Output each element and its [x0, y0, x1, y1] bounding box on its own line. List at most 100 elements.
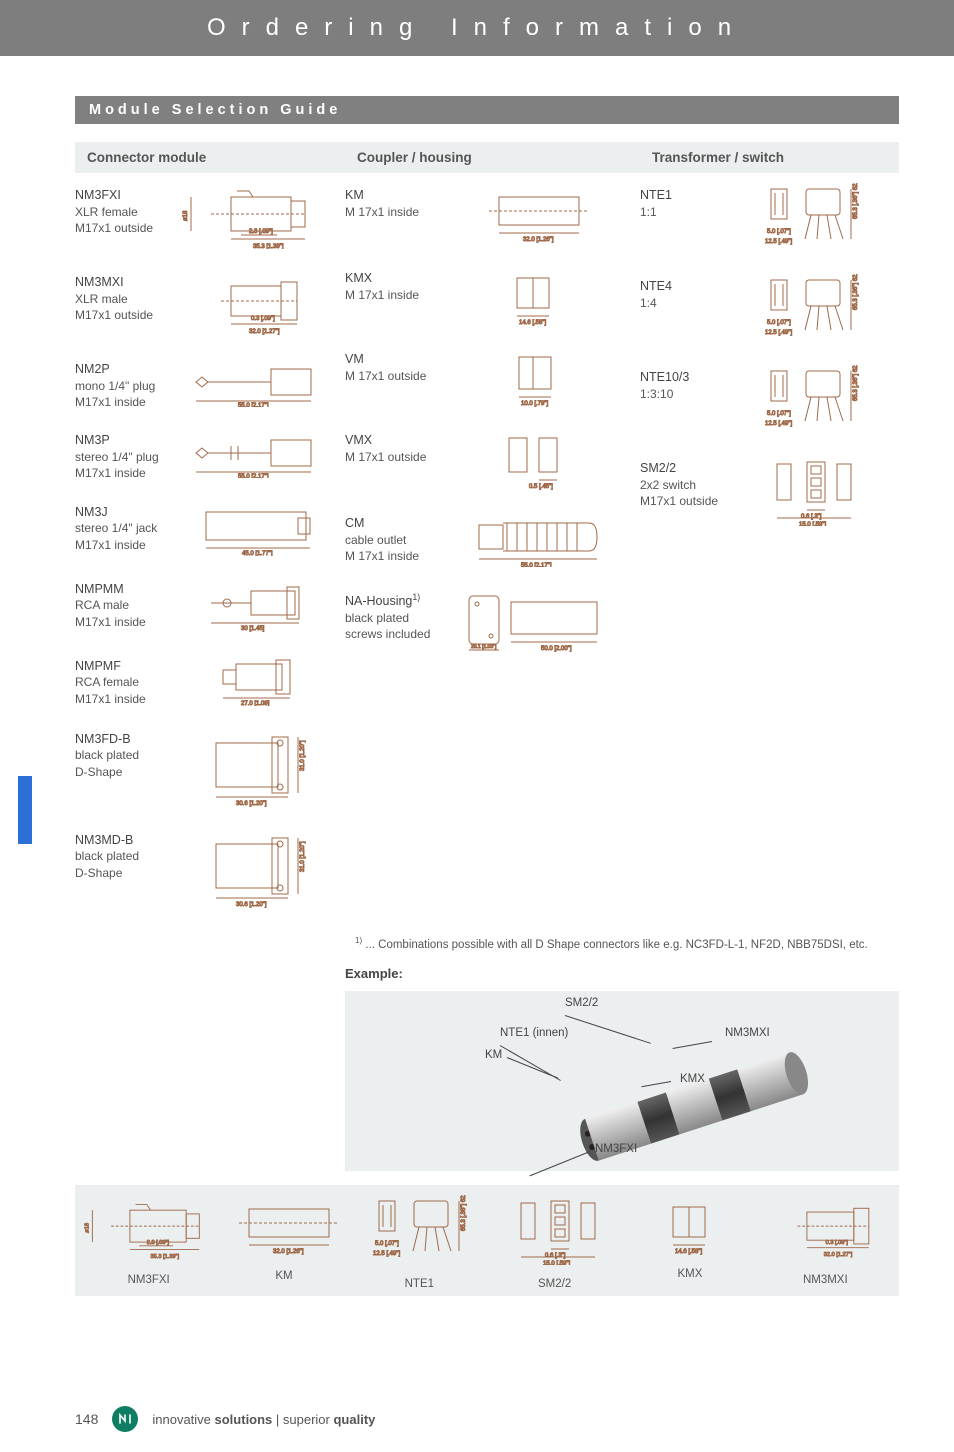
svg-text:2.3 [.09"]: 2.3 [.09"] — [249, 229, 273, 235]
module-code: VMX — [345, 433, 372, 447]
footer-tagline: innovative solutions | superior quality — [152, 1412, 375, 1427]
module-diagram: 14.6 [.58"] — [445, 266, 640, 329]
svg-text:0.6 [.3"]: 0.6 [.3"] — [801, 514, 822, 520]
svg-text:ø18: ø18 — [85, 1223, 91, 1233]
module-line3: screws included — [345, 627, 430, 641]
module-line3: M17x1 inside — [75, 615, 146, 629]
bottom-sequence-label: NM3MXI — [760, 1274, 891, 1286]
module-row: NA-Housing1) black plated screws include… — [345, 588, 640, 657]
bottom-sequence-diagram: 32.0 [1.26"] — [218, 1195, 349, 1262]
module-text: NM3MD-B black plated D-Shape — [75, 828, 175, 881]
svg-text:30.6 [1.20"]: 30.6 [1.20"] — [236, 801, 267, 807]
bottom-sequence-label: KM — [218, 1270, 349, 1282]
module-line2: black plated — [75, 849, 139, 863]
module-row: NTE10/3 1:3:10 5.0 [.07"] 12.5 [.49"] 65… — [640, 365, 899, 438]
svg-text:0.5 [.45"]: 0.5 [.45"] — [529, 484, 553, 490]
module-diagram: 55.0 [2.17"] — [175, 357, 345, 410]
module-text: SM2/2 2x2 switch M17x1 outside — [640, 456, 740, 509]
module-text: NM3FXI XLR female M17x1 outside — [75, 183, 175, 236]
assembly-label-nm3fxi: NM3FXI — [595, 1143, 637, 1155]
module-line2: XLR male — [75, 292, 128, 306]
svg-text:65.3 [.36"] 62.5 [.41"]: 65.3 [.36"] 62.5 [.41"] — [853, 365, 859, 401]
module-code: NM3P — [75, 433, 110, 447]
module-diagram: 5.0 [.07"] 12.5 [.49"] 65.3 [.36"] 62.5 … — [740, 183, 899, 256]
bottom-sequence-item: 14.6 [.58"] KMX — [624, 1195, 755, 1290]
module-text: NMPMF RCA female M17x1 inside — [75, 654, 175, 707]
bottom-sequence-diagram: 14.6 [.58"] — [624, 1195, 755, 1260]
module-line2: 1:4 — [640, 296, 657, 310]
footer-tag-1: innovative — [152, 1412, 214, 1427]
svg-text:12.5 [.49"]: 12.5 [.49"] — [765, 330, 792, 336]
column-headers: Connector module Coupler / housing Trans… — [75, 142, 899, 173]
module-code: VM — [345, 352, 364, 366]
module-line2: stereo 1/4" plug — [75, 450, 159, 464]
module-line3: M 17x1 inside — [345, 549, 419, 563]
svg-text:32.0 [1.27"]: 32.0 [1.27"] — [823, 1253, 852, 1259]
module-diagram: 32.0 [1.27"] 0.3 [.09"] — [175, 270, 345, 339]
brand-logo-icon — [112, 1406, 138, 1432]
svg-text:55.0 [2.17"]: 55.0 [2.17"] — [238, 403, 269, 407]
assembly-label-nm3mxi-text: NM3MXI — [725, 1027, 770, 1039]
page-footer: 148 innovative solutions | superior qual… — [75, 1406, 899, 1432]
module-text: NTE10/3 1:3:10 — [640, 365, 740, 402]
bottom-sequence-diagram: 5.0 [.07"] 12.5 [.49"] 65.3 [.36"] 62.5 … — [354, 1195, 485, 1270]
svg-text:5.0 [.07"]: 5.0 [.07"] — [767, 411, 791, 417]
module-row: VMX M 17x1 outside 0.5 [.45"] — [345, 428, 640, 493]
module-line2: mono 1/4" plug — [75, 379, 155, 393]
bottom-sequence-item: 32.0 [1.27"] 0.3 [.09"] NM3MXI — [760, 1195, 891, 1290]
module-diagram: 32.0 [1.26"] — [445, 183, 640, 248]
assembly-label-kmx-text: KMX — [680, 1073, 705, 1085]
module-line2: black plated — [75, 748, 139, 762]
footer-tag-4: quality — [333, 1412, 375, 1427]
module-line2: 2x2 switch — [640, 478, 696, 492]
coupler-column: KM M 17x1 inside 32.0 [1.26"] KMX M 17x1… — [345, 183, 640, 929]
module-row: NTE4 1:4 5.0 [.07"] 12.5 [.49"] 65.3 [.3… — [640, 274, 899, 347]
module-diagram: 5.0 [.07"] 12.5 [.49"] 65.3 [.36"] 62.5 … — [740, 274, 899, 347]
module-code: CM — [345, 516, 364, 530]
bottom-sequence-diagram: ø18 35.3 [1.39"] 2.3 [.09"] — [83, 1195, 214, 1266]
module-line3: D-Shape — [75, 765, 122, 779]
module-code: NM3J — [75, 505, 108, 519]
svg-text:5.0 [.07"]: 5.0 [.07"] — [767, 229, 791, 235]
svg-text:ø18: ø18 — [183, 210, 189, 221]
module-line2: black plated — [345, 611, 409, 625]
bottom-sequence-label: KMX — [624, 1268, 755, 1280]
svg-text:0.3 [.09"]: 0.3 [.09"] — [251, 316, 275, 322]
assembly-drawing — [545, 1026, 845, 1181]
header-title: Ordering Information — [207, 14, 747, 41]
assembly-label-nte1: NTE1 (innen) — [500, 1027, 568, 1039]
module-text: KMX M 17x1 inside — [345, 266, 445, 303]
assembly-label-km-text: KM — [485, 1049, 502, 1061]
module-diagram: 26.1 [1.03"] 50.0 [2.00"] — [445, 588, 640, 657]
svg-text:15.0 [.59"]: 15.0 [.59"] — [543, 1261, 570, 1265]
module-diagram: 45.0 [1.77"] — [175, 500, 345, 559]
svg-text:0.3 [.09"]: 0.3 [.09"] — [825, 1240, 848, 1246]
module-line2: M 17x1 inside — [345, 288, 419, 302]
footnote-text: ... Combinations possible with all D Sha… — [365, 938, 867, 950]
svg-text:14.6 [.58"]: 14.6 [.58"] — [519, 320, 546, 326]
bottom-sequence-diagram: 32.0 [1.27"] 0.3 [.09"] — [760, 1195, 891, 1266]
svg-text:26.1 [1.03"]: 26.1 [1.03"] — [471, 644, 497, 650]
module-diagram: 10.0 [.79"] — [445, 347, 640, 410]
module-line3: M17x1 outside — [75, 221, 153, 235]
svg-text:35.3 [1.39"]: 35.3 [1.39"] — [253, 244, 284, 249]
svg-text:65.3 [.36"] 62.5 [.41"]: 65.3 [.36"] 62.5 [.41"] — [853, 183, 859, 219]
module-code: NM2P — [75, 362, 110, 376]
module-text: NM2P mono 1/4" plug M17x1 inside — [75, 357, 175, 410]
module-diagram: 0.5 [.45"] — [445, 428, 640, 493]
footnote-marker: 1) — [355, 936, 362, 945]
svg-text:65.3 [.36"] 62.5 [.41"]: 65.3 [.36"] 62.5 [.41"] — [461, 1195, 467, 1231]
example-assembly: SM2/2 NTE1 (innen) KM NM3MXI KMX — [345, 991, 899, 1171]
assembly-label-sm22: SM2/2 — [565, 997, 598, 1009]
module-line3: M17x1 inside — [75, 538, 146, 552]
module-diagram: 30 [1.45] — [175, 577, 345, 636]
module-line2: cable outlet — [345, 533, 406, 547]
module-row: CM cable outlet M 17x1 inside 55.0 [2.17… — [345, 511, 640, 570]
module-line3: M17x1 outside — [640, 494, 718, 508]
svg-text:14.6 [.58"]: 14.6 [.58"] — [675, 1249, 702, 1255]
svg-text:12.5 [.49"]: 12.5 [.49"] — [373, 1251, 400, 1257]
transformer-column: NTE1 1:1 5.0 [.07"] 12.5 [.49"] 65.3 [.3… — [640, 183, 899, 929]
module-line2: stereo 1/4" jack — [75, 521, 157, 535]
connector-column: NM3FXI XLR female M17x1 outside ø18 35.3… — [75, 183, 345, 929]
assembly-label-nm3fxi-text: NM3FXI — [595, 1143, 637, 1155]
